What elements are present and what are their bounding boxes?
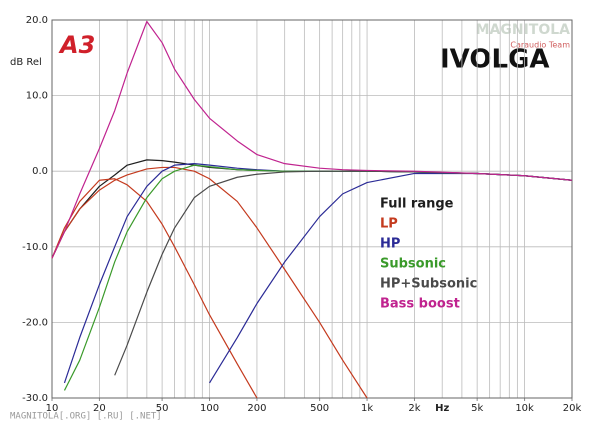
- legend-entry: Full range: [380, 197, 454, 212]
- y-tick-label: -20.0: [22, 317, 48, 328]
- y-tick-label: 10.0: [26, 91, 48, 102]
- legend-entry: Bass boost: [380, 297, 460, 312]
- line-series: [63, 163, 573, 384]
- chart-title: IVOLGA: [440, 45, 549, 75]
- x-tick-label: 20: [93, 403, 106, 414]
- x-tick-label: 50: [156, 403, 169, 414]
- y-tick-label: -30.0: [22, 393, 48, 404]
- watermark: MAGNITOLA: [476, 22, 571, 38]
- y-axis-label: dB Rel: [10, 57, 42, 68]
- x-tick-label: 2k: [408, 403, 420, 414]
- legend-entry: LP: [380, 217, 398, 232]
- legend-entry: HP+Subsonic: [380, 277, 477, 292]
- line-series: [51, 20, 573, 259]
- x-tick-label: 100: [200, 403, 219, 414]
- x-tick-label: 5k: [471, 403, 483, 414]
- line-series: [114, 170, 573, 376]
- x-axis-unit: Hz: [435, 403, 449, 414]
- y-tick-label: -10.0: [22, 242, 48, 253]
- x-tick-label: 200: [247, 403, 266, 414]
- legend-entry: HP: [380, 237, 400, 252]
- y-tick-label: 0.0: [32, 166, 48, 177]
- watermark-sub: Caraudio Team: [510, 41, 570, 50]
- x-tick-label: 10: [46, 403, 59, 414]
- x-tick-label: 10k: [515, 403, 534, 414]
- x-tick-label: 20k: [563, 403, 582, 414]
- line-series: [51, 166, 368, 399]
- plot-frame: [51, 19, 573, 399]
- logo: A3: [58, 31, 95, 59]
- x-tick-label: 500: [310, 403, 329, 414]
- x-tick-label: 1k: [361, 403, 373, 414]
- line-series: [63, 164, 573, 391]
- footer: MAGNITOLA[.ORG] [.RU] [.NET]: [10, 412, 162, 422]
- line-series: [51, 178, 258, 399]
- legend-entry: Subsonic: [380, 257, 446, 272]
- y-tick-label: 20.0: [26, 15, 48, 26]
